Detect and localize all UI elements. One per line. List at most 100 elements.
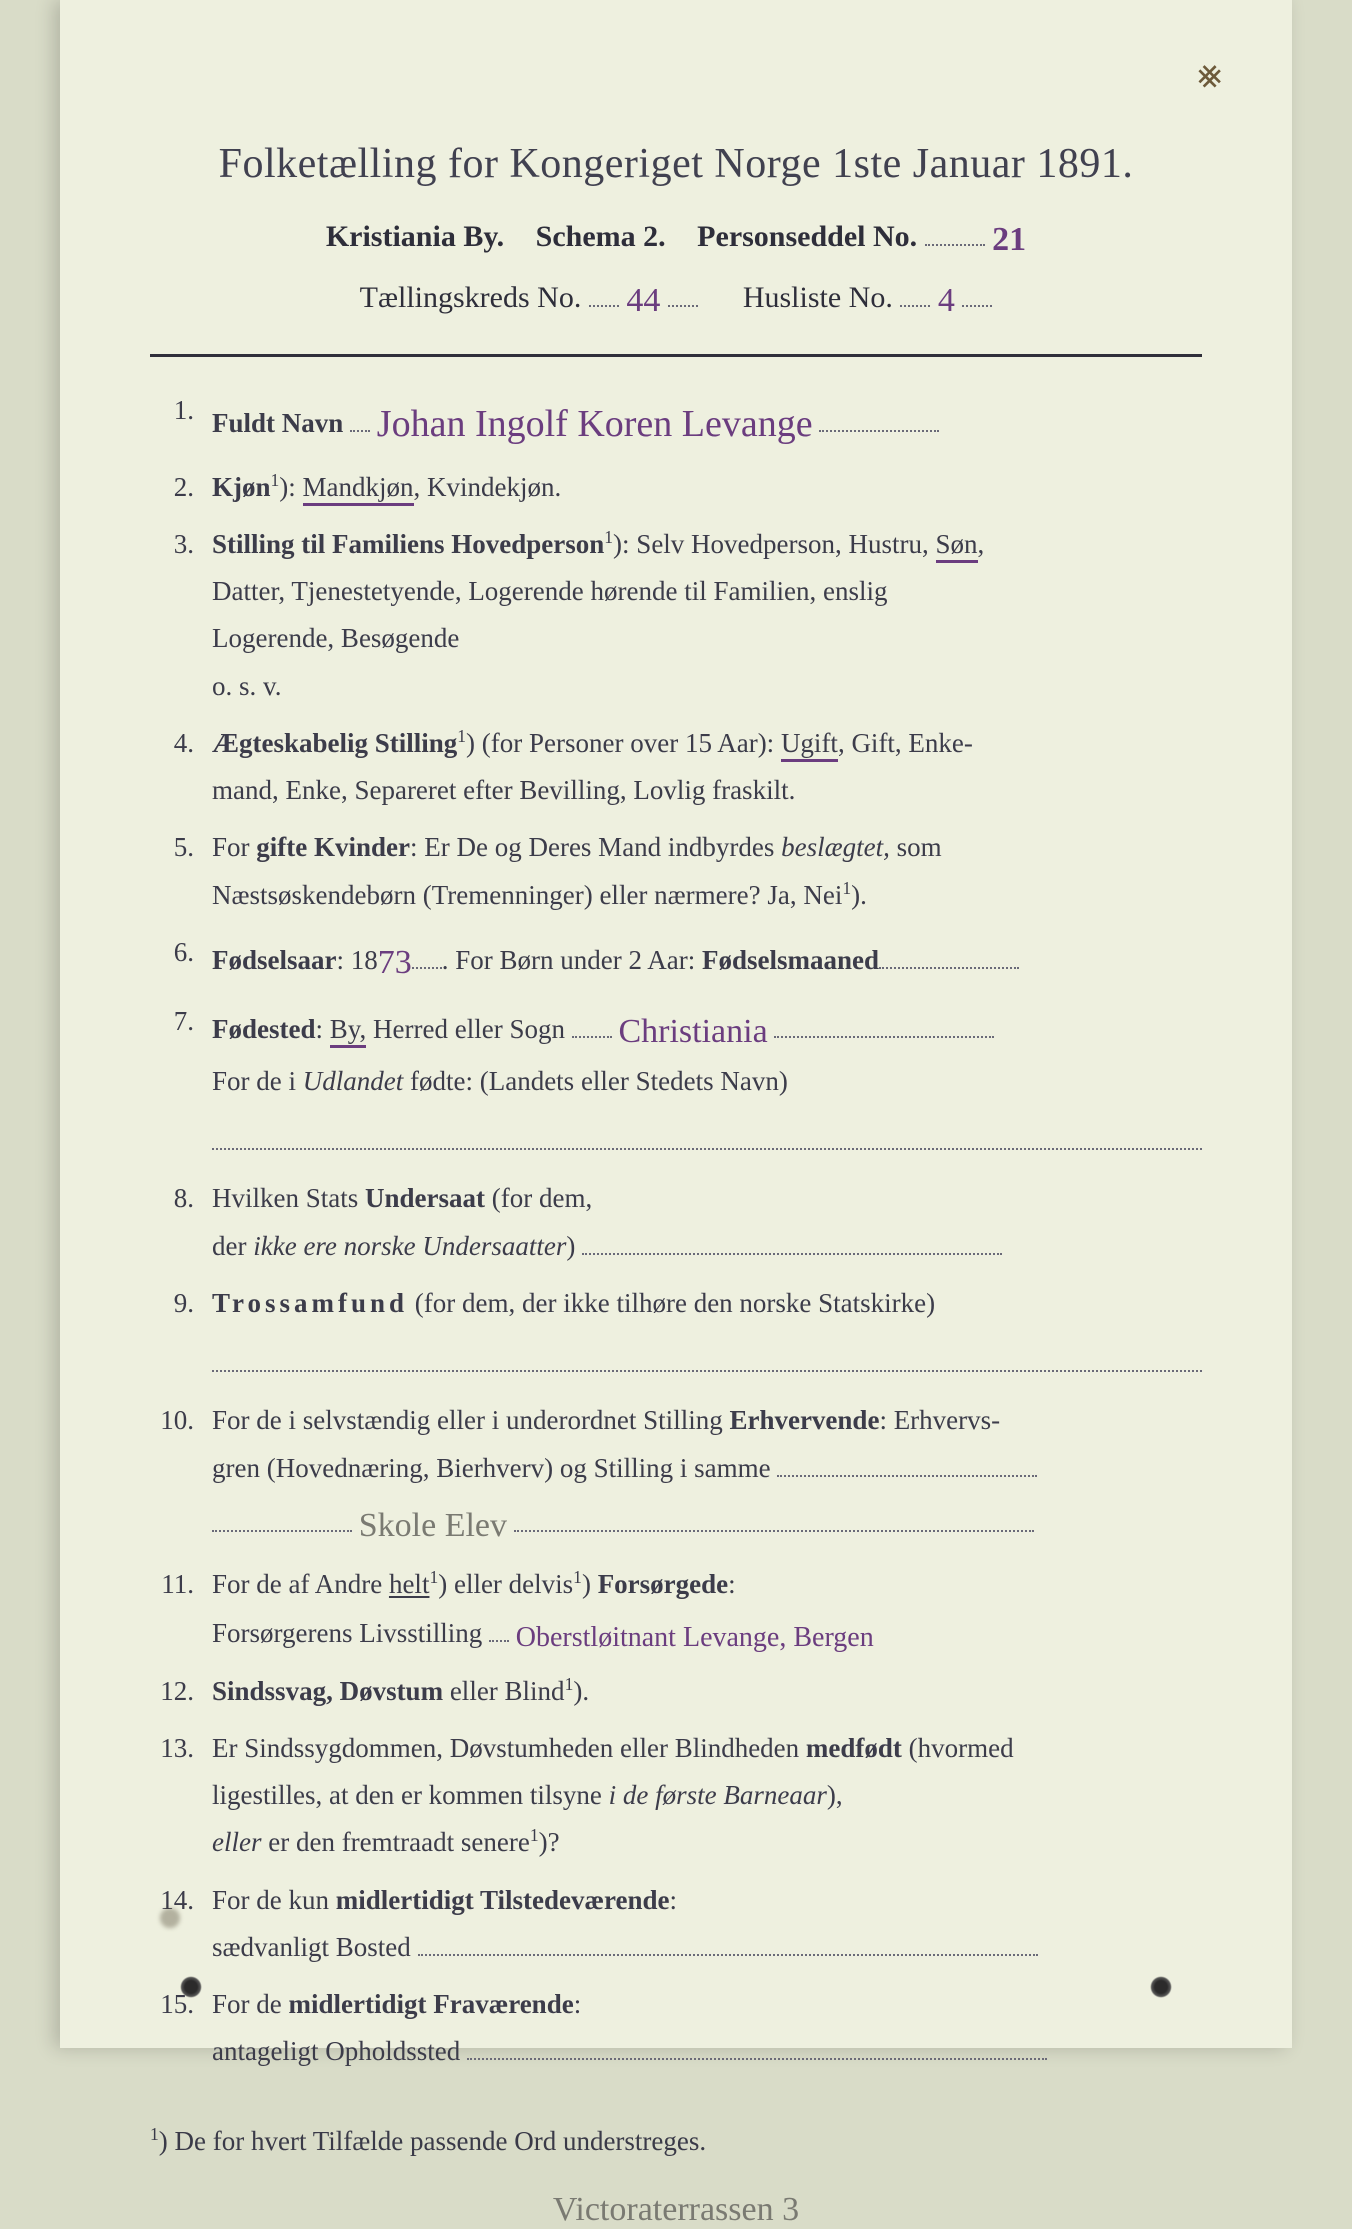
tail: (hvormed (902, 1733, 1014, 1763)
tail: : Erhvervs- (879, 1405, 1000, 1435)
label-stilling: Stilling til Familiens Hovedperson (212, 529, 604, 559)
item-1: 1. Fuldt Navn Johan Ingolf Koren Levange (150, 387, 1202, 454)
cont-text: Forsørgerens Livsstilling (212, 1618, 482, 1648)
label-medfodt: medfødt (806, 1733, 902, 1763)
bottom-annotation: Victoraterrassen 3 (150, 2187, 1202, 2225)
lead: Hvilken Stats (212, 1183, 365, 1213)
personseddel-no-value: 21 (992, 221, 1026, 259)
footnote-ref: 1 (429, 1567, 438, 1587)
option-son: Søn (936, 529, 978, 563)
item-number: 5. (150, 824, 212, 919)
continuation: sædvanligt Bosted (212, 1924, 1202, 1971)
corner-annotation: ⨳ (1197, 50, 1222, 97)
dotted-fill (350, 405, 370, 432)
item-8: 8. Hvilken Stats Undersaat (for dem, der… (150, 1175, 1202, 1270)
text: eller Blind (443, 1676, 564, 1706)
dotted-fill (900, 277, 930, 307)
item-9: 9. Trossamfund (for dem, der ikke tilhør… (150, 1280, 1202, 1388)
continuation: Næstsøskendebørn (Tremenninger) eller næ… (212, 872, 1202, 919)
tail: ). (573, 1676, 589, 1706)
item-number: 15. (150, 1981, 212, 2076)
header: Folketælling for Kongeriget Norge 1ste J… (150, 140, 1202, 316)
continuation: mand, Enke, Separeret efter Bevilling, L… (212, 767, 1202, 814)
continuation: Forsørgerens Livsstilling Oberstløitnant… (212, 1609, 1202, 1658)
label-tilstedevaerende: midlertidigt Tilstedeværende (336, 1885, 670, 1915)
label-sindssvag: Sindssvag, Døvstum (212, 1676, 443, 1706)
cont-text: gren (Hovednæring, Bierhverv) og Stillin… (212, 1453, 771, 1483)
footnote-ref: 1 (604, 527, 613, 547)
label-fodselsaar: Fødselsaar (212, 945, 337, 975)
text: Herred eller Sogn (366, 1014, 565, 1044)
footnote-ref: 1 (573, 1567, 582, 1587)
cont-a: For de i (212, 1066, 303, 1096)
footnote-ref: 1 (842, 878, 851, 898)
dotted-fill (819, 405, 939, 432)
item-14: 14. For de kun midlertidigt Tilstedevære… (150, 1877, 1202, 1972)
tail: , (978, 529, 985, 559)
document-page: ⨳ Folketælling for Kongeriget Norge 1ste… (60, 0, 1292, 2048)
footnote-ref: 1 (271, 470, 280, 490)
dotted-fill (514, 1505, 1034, 1532)
label-gifte-kvinder: gifte Kvinder (256, 832, 410, 862)
after: ) (582, 1569, 598, 1599)
tail: (for dem, (485, 1183, 592, 1213)
personseddel-label: Personseddel No. (697, 220, 917, 253)
label-fravaerende: midlertidigt Fraværende (289, 1989, 574, 2019)
lead: For (212, 832, 256, 862)
option-mandkjon: Mandkjøn (303, 472, 414, 506)
continuation: gren (Hovednæring, Bierhverv) og Stillin… (212, 1445, 1202, 1492)
continuation: der ikke ere norske Undersaatter) (212, 1223, 1202, 1270)
dotted-fill (572, 1011, 612, 1038)
cont-em: ikke ere norske Undersaatter (253, 1231, 566, 1261)
cont-b: ), (827, 1780, 843, 1810)
continuation: ligestilles, at den er kommen tilsyne i … (212, 1772, 1202, 1819)
item-number: 7. (150, 998, 212, 1165)
item-number: 3. (150, 521, 212, 710)
husliste-no-value: 4 (938, 282, 955, 320)
city-label: Kristiania By. (326, 220, 504, 253)
mid: ) eller delvis (438, 1569, 573, 1599)
label-undersaat: Undersaat (365, 1183, 485, 1213)
punch-hole-icon (180, 1976, 202, 1998)
label-suffix: ): (279, 472, 296, 502)
tail: : (574, 1989, 582, 2019)
item-number: 11. (150, 1561, 212, 1657)
item-13: 13. Er Sindssygdommen, Døvstumheden elle… (150, 1725, 1202, 1867)
cont-a: er den fremtraadt senere (261, 1827, 529, 1857)
lead: For de (212, 1989, 289, 2019)
item-number: 8. (150, 1175, 212, 1270)
item-number: 10. (150, 1397, 212, 1551)
item-5: 5. For gifte Kvinder: Er De og Deres Man… (150, 824, 1202, 919)
item-number: 9. (150, 1280, 212, 1388)
continuation: Skole Elev (212, 1492, 1202, 1552)
dotted-fill (962, 277, 992, 307)
cont-b: fødte: (Landets eller Stedets Navn) (403, 1066, 788, 1096)
label-suffix: : 18 (337, 945, 378, 975)
punch-hole-icon (1150, 1976, 1172, 1998)
item-3: 3. Stilling til Familiens Hovedperson1):… (150, 521, 1202, 710)
item-number: 13. (150, 1725, 212, 1867)
cont-text: Næstsøskendebørn (Tremenninger) eller næ… (212, 880, 842, 910)
fuldt-navn-value: Johan Ingolf Koren Levange (377, 391, 813, 458)
form-items: 1. Fuldt Navn Johan Ingolf Koren Levange… (150, 387, 1202, 2076)
cont-em: Udlandet (303, 1066, 404, 1096)
item-number: 6. (150, 929, 212, 989)
item-2: 2. Kjøn1): Mandkjøn, Kvindekjøn. (150, 464, 1202, 511)
label-erhvervende: Erhvervende (729, 1405, 879, 1435)
lead: Er Sindssygdommen, Døvstumheden eller Bl… (212, 1733, 806, 1763)
dotted-fill (879, 942, 1019, 969)
footnote-text: ) De for hvert Tilfælde passende Ord und… (159, 2126, 706, 2156)
dotted-fill (777, 1450, 1037, 1477)
emph: beslægtet, (781, 832, 890, 862)
header-line-2: Kristiania By. Schema 2. Personseddel No… (150, 216, 1202, 255)
lead: For de kun (212, 1885, 336, 1915)
text: (for dem, der ikke tilhøre den norske St… (408, 1288, 935, 1318)
footnote-ref: 1 (457, 726, 466, 746)
husliste-label: Husliste No. (743, 281, 893, 314)
cont-em: eller (212, 1827, 261, 1857)
item-number: 4. (150, 720, 212, 815)
mid: . For Børn under 2 Aar: (442, 945, 702, 975)
label-forsorgede: Forsørgede (598, 1569, 728, 1599)
cont-a: ligestilles, at den er kommen tilsyne (212, 1780, 609, 1810)
divider (150, 354, 1202, 357)
